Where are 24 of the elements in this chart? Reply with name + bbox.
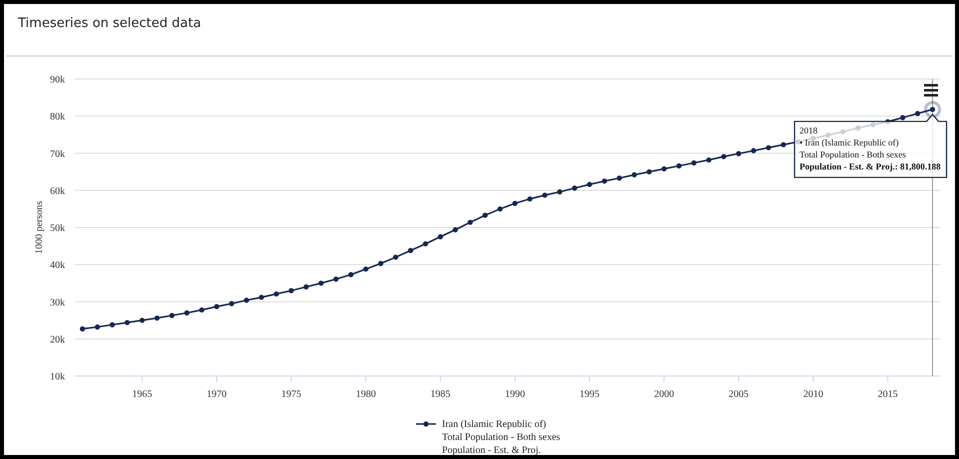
chart-title: Timeseries on selected data [17,16,202,31]
y-tick-label: 90k [50,74,65,86]
x-tick-label: 2015 [878,389,898,400]
y-tick-label: 30k [50,297,65,308]
x-tick-label: 1970 [206,389,227,400]
x-tick-label: 1975 [281,389,302,400]
x-tick-label: 1995 [580,389,600,400]
y-tick-label: 50k [50,223,65,234]
y-tick-label: 10k [50,372,65,382]
y-tick-label: 20k [50,334,65,346]
y-tick-label: 40k [50,260,65,272]
x-tick-label: 1985 [430,389,450,400]
y-tick-label: 60k [50,186,65,197]
x-tick-label: 1980 [356,389,376,400]
x-tick-label: 1990 [504,389,525,400]
x-tick-label: 1965 [132,389,152,400]
x-tick-label: 2000 [654,389,674,400]
legend-label: Iran (Islamic Republic of) Total Population - Both sexes Population - Est. & Proj. [442,419,560,456]
y-axis-title: 1000 persons [34,200,45,254]
annotation: 2018 • Iran (Islamic Republic of) Total Population - Both sexes Population - Est. & Proj.: 81,800.188 [800,125,942,172]
y-tick-label: 70k [50,148,65,160]
x-tick-label: 2005 [728,389,749,400]
y-tick-label: 80k [50,112,65,123]
x-tick-label: 2010 [803,389,824,400]
